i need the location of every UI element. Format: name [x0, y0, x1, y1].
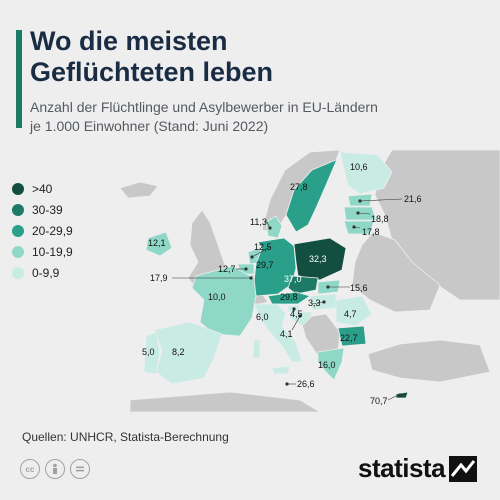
map-lithuania — [343, 220, 375, 235]
legend-swatch — [12, 203, 24, 216]
value-greece: 16,0 — [318, 360, 336, 370]
map-austria — [267, 291, 311, 305]
map-croatia — [289, 311, 313, 327]
subtitle: Anzahl der Flüchtlinge und Asylbewerber … — [30, 98, 378, 136]
legend-item: 30-39 — [12, 199, 73, 220]
map-iceland — [119, 181, 159, 199]
title-accent-bar — [16, 30, 22, 128]
map-spain — [153, 321, 223, 385]
map-greece — [317, 347, 345, 381]
map-portugal — [143, 331, 161, 375]
by-icon[interactable] — [45, 459, 65, 479]
map-romania — [335, 295, 373, 327]
legend-swatch — [12, 266, 24, 279]
statista-mark-icon — [449, 455, 478, 482]
title-line-1: Wo die meisten — [30, 26, 228, 56]
page-title: Wo die meisten Geflüchteten leben — [30, 26, 273, 88]
legend-item: >40 — [12, 178, 73, 199]
map-sicily — [271, 365, 291, 375]
map-legend: >40 30-39 20-29,9 10-19,9 0-9,9 — [12, 178, 73, 283]
value-denmark: 11,3 — [250, 217, 267, 227]
value-spain: 8,2 — [172, 347, 185, 357]
map-ireland — [145, 231, 173, 257]
legend-label: 0-9,9 — [32, 265, 60, 280]
brand-wordmark: statista — [358, 453, 446, 483]
value-hungary: 3,3 — [308, 298, 321, 308]
value-sweden: 27,8 — [290, 182, 308, 192]
map-italy — [253, 303, 303, 363]
value-italy: 6,0 — [256, 312, 269, 322]
value-estonia: 21,6 — [404, 194, 422, 204]
value-romania: 4,7 — [344, 309, 357, 319]
pointer-cyprus — [387, 395, 397, 401]
title-line-2: Geflüchteten leben — [30, 57, 274, 87]
value-cyprus: 70,7 — [370, 396, 388, 406]
map-sardinia — [252, 339, 261, 359]
map-poland — [293, 237, 347, 281]
value-france: 10,0 — [208, 292, 226, 302]
legend-label: >40 — [32, 181, 53, 196]
pointer-estonia — [359, 198, 403, 202]
pointer-croatia — [291, 315, 301, 331]
value-latvia: 18,8 — [371, 214, 389, 224]
map-czechia — [287, 275, 319, 295]
map-cyprus — [395, 391, 409, 399]
value-ireland: 12,1 — [148, 238, 166, 248]
value-austria: 29,8 — [280, 292, 298, 302]
map-denmark — [265, 215, 283, 239]
map-france — [191, 265, 257, 337]
map-latvia — [343, 206, 377, 221]
value-portugal: 5,0 — [142, 347, 155, 357]
map-north-africa — [129, 391, 321, 412]
legend-swatch — [12, 224, 24, 237]
value-finland: 10,6 — [350, 162, 368, 172]
value-slovakia: 15,6 — [350, 283, 368, 293]
legend-label: 10-19,9 — [32, 244, 73, 259]
source-note: Quellen: UNHCR, Statista-Berechnung — [22, 430, 229, 444]
pointer-hungary — [311, 301, 325, 305]
license-icons: cc — [20, 459, 90, 479]
subtitle-line-2: je 1.000 Einwohner (Stand: Juni 2022) — [30, 118, 269, 134]
value-poland: 32,3 — [309, 254, 327, 264]
legend-label: 30-39 — [32, 202, 63, 217]
legend-label: 20-29,9 — [32, 223, 73, 238]
legend-swatch — [12, 245, 24, 258]
map-germany — [253, 237, 297, 297]
map-sweden — [285, 151, 341, 233]
map-bulgaria — [337, 325, 367, 347]
pointer-latvia — [357, 212, 371, 215]
value-belgium: 12,7 — [218, 264, 236, 274]
value-netherlands: 12,5 — [254, 242, 272, 252]
value-czechia: 37,0 — [284, 274, 302, 284]
map-finland — [339, 151, 393, 195]
pointer-netherlands — [251, 246, 271, 258]
value-lithuania: 17,8 — [362, 227, 380, 237]
map-belarus-ukraine — [351, 231, 441, 313]
legend-item: 0-9,9 — [12, 262, 73, 283]
map-turkey — [367, 339, 491, 383]
europe-map: 10,6 27,8 21,6 18,8 17,8 11,3 12,1 12,5 … — [119, 150, 500, 412]
value-germany: 29,7 — [256, 260, 274, 270]
value-slovenia: 4,5 — [290, 309, 303, 319]
value-bulgaria: 22,7 — [340, 333, 358, 343]
cc-icon[interactable]: cc — [20, 459, 40, 479]
value-luxembourg: 17,9 — [150, 273, 168, 283]
legend-item: 20-29,9 — [12, 220, 73, 241]
nd-icon[interactable] — [70, 459, 90, 479]
value-croatia: 4,1 — [280, 329, 293, 339]
legend-item: 10-19,9 — [12, 241, 73, 262]
subtitle-line-1: Anzahl der Flüchtlinge und Asylbewerber … — [30, 99, 378, 115]
value-malta: 26,6 — [297, 379, 315, 389]
legend-swatch — [12, 182, 24, 195]
statista-logo[interactable]: statista — [358, 453, 478, 484]
